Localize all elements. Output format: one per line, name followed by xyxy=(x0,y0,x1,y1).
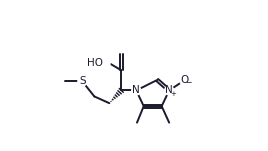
Circle shape xyxy=(96,56,110,69)
Circle shape xyxy=(165,86,174,95)
Text: O: O xyxy=(181,75,189,85)
Text: +: + xyxy=(170,91,176,97)
Circle shape xyxy=(78,77,87,86)
Circle shape xyxy=(132,86,141,95)
Text: HO: HO xyxy=(87,58,103,68)
Text: N: N xyxy=(165,85,173,95)
Text: S: S xyxy=(79,77,86,87)
Circle shape xyxy=(180,75,190,85)
Text: N: N xyxy=(132,85,140,95)
Text: −: − xyxy=(185,78,191,87)
